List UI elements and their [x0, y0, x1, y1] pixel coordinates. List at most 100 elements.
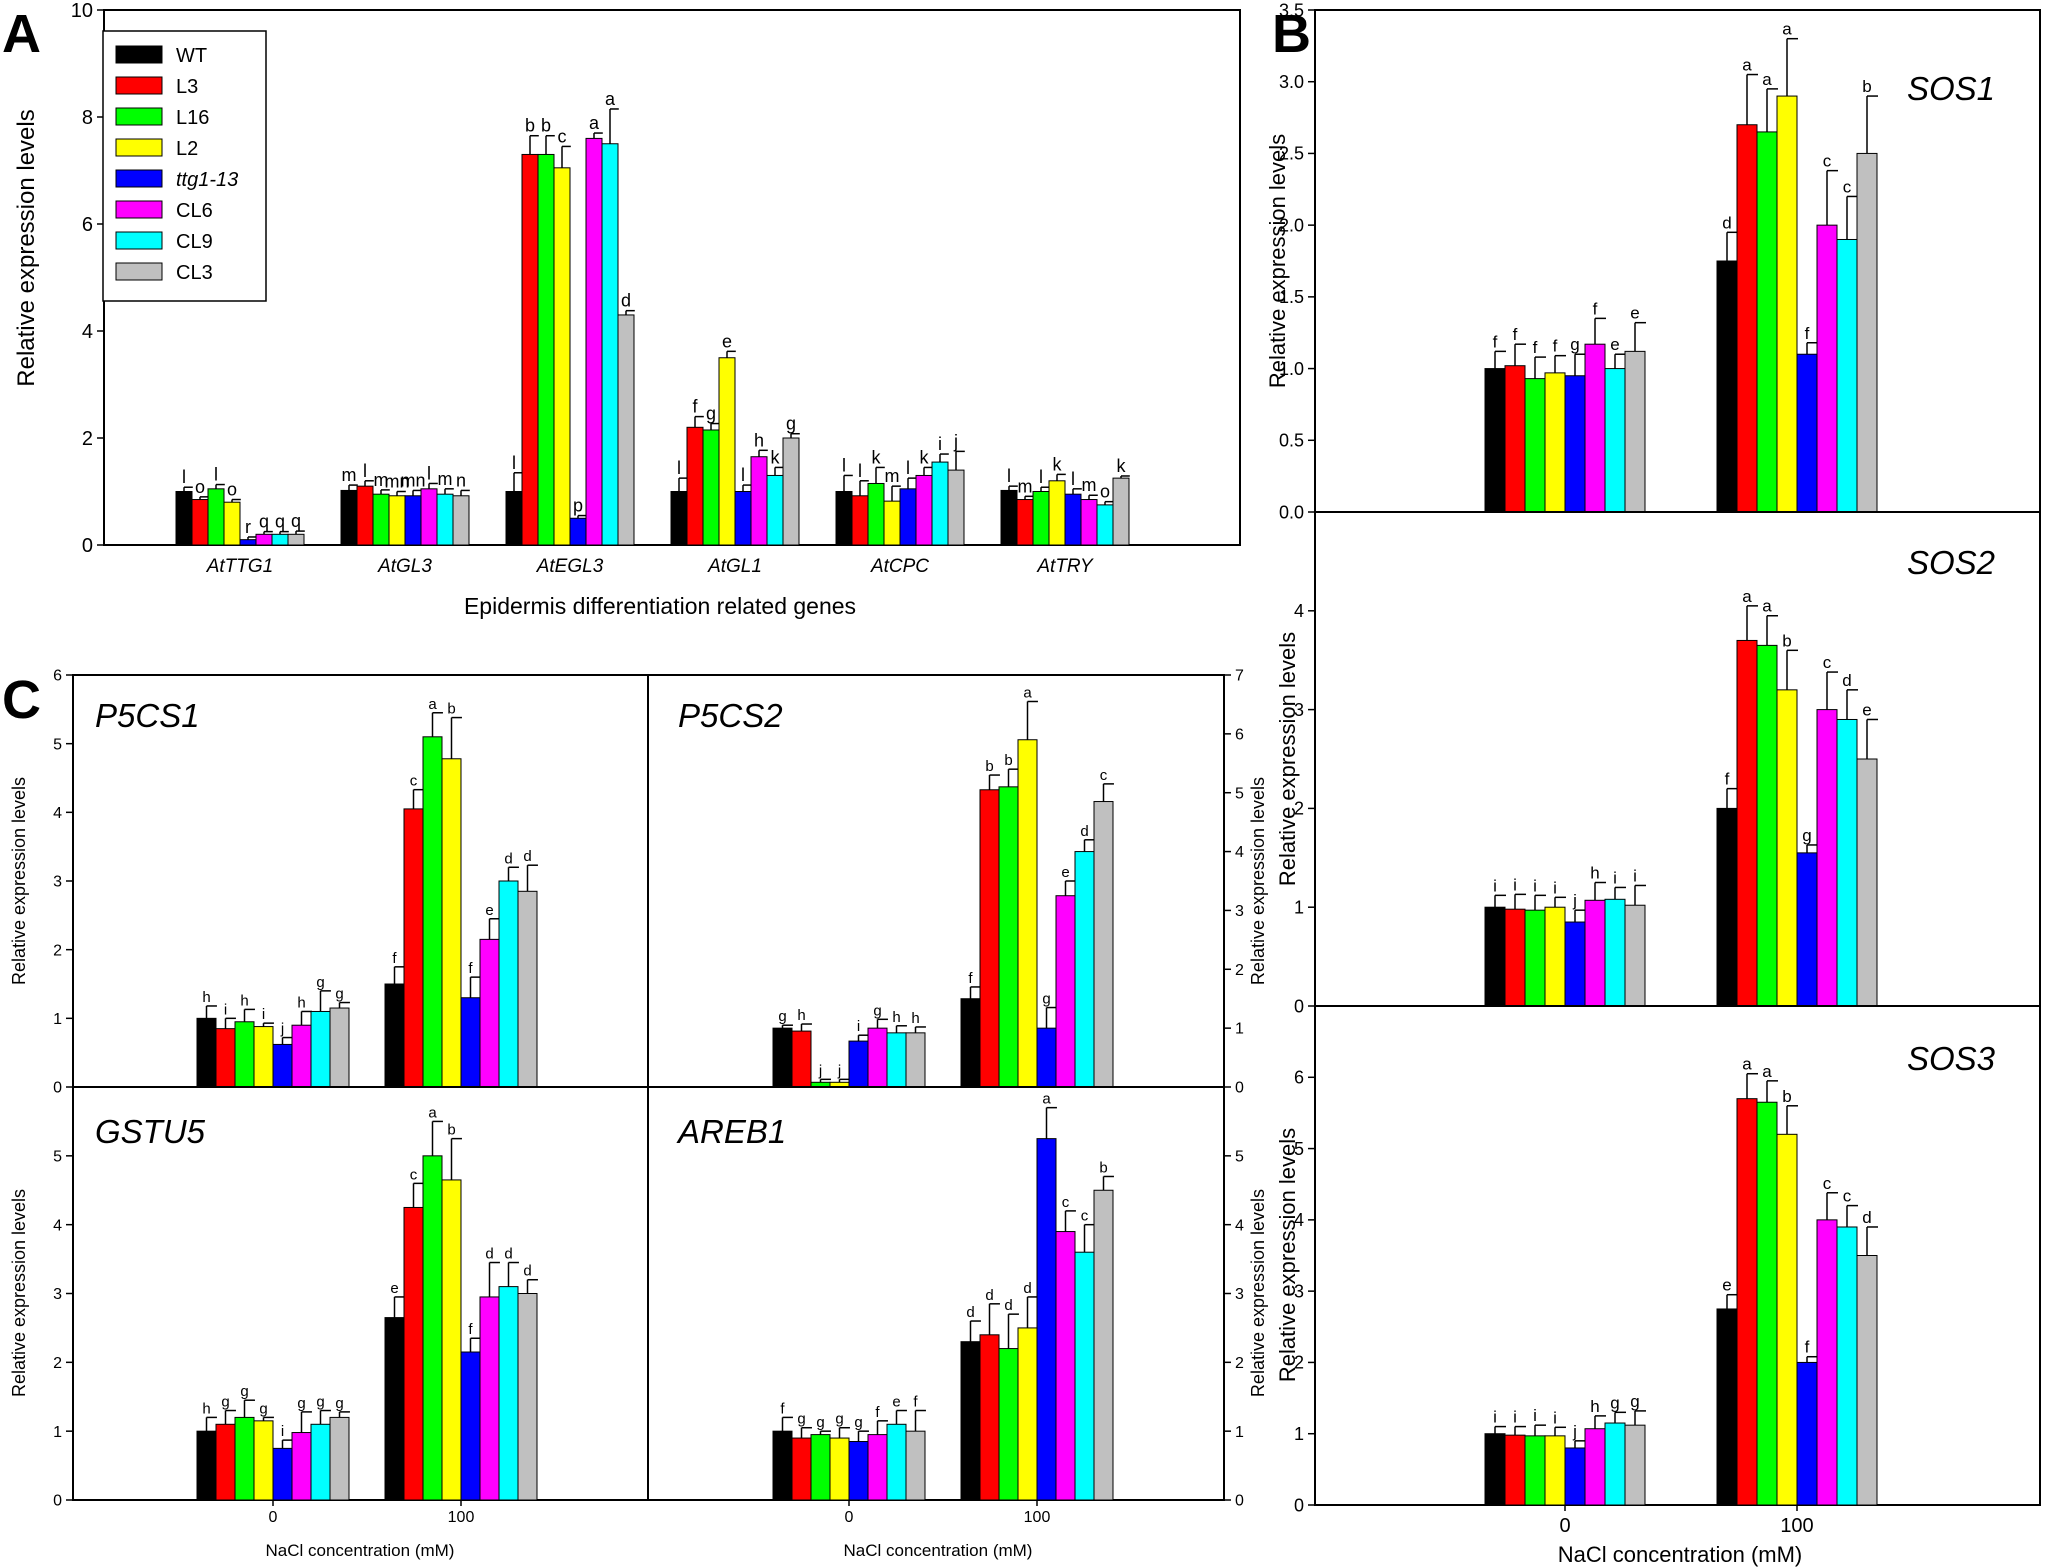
significance-letter: g: [1802, 826, 1811, 845]
y-tick-label: 7: [1235, 668, 1244, 685]
bar-wt-1: [960, 998, 981, 1088]
bar-wt-1: [340, 489, 358, 546]
legend-swatch: [115, 262, 163, 281]
significance-letter: a: [1742, 587, 1752, 606]
significance-letter: h: [1590, 1397, 1599, 1416]
significance-letter: o: [1100, 482, 1110, 502]
significance-letter: i: [938, 434, 942, 454]
bar-ttg1-13-1: [460, 997, 481, 1088]
significance-letter: k: [1053, 454, 1063, 474]
x-tick-label: 100: [448, 1509, 475, 1526]
significance-letter: g: [240, 1383, 248, 1400]
significance-letter: l: [906, 458, 910, 478]
x-tick-label: AtGL3: [377, 556, 432, 577]
bar-ttg1-13-4: [899, 488, 917, 546]
significance-letter: h: [911, 1010, 919, 1027]
significance-letter: g: [873, 1002, 881, 1019]
significance-letter: b: [1782, 1087, 1791, 1106]
significance-letter: h: [1590, 864, 1599, 883]
bar-ttg1-13-5: [1064, 493, 1082, 546]
bar-cl9-1: [1074, 1251, 1095, 1501]
y-tick-label: 0: [82, 535, 93, 557]
significance-letter: r: [245, 517, 251, 537]
y-tick-label: 3.0: [1279, 72, 1304, 92]
bar-cl9-5: [1096, 504, 1114, 546]
bar-cl6-1: [1816, 224, 1838, 513]
bar-cl3-3: [782, 437, 800, 546]
y-tick-label: 0.5: [1279, 431, 1304, 451]
bar-l16-0: [1524, 378, 1546, 513]
bar-cl3-1: [1856, 758, 1878, 1007]
bar-cl3-0: [905, 1032, 926, 1088]
bar-cl6-2: [585, 137, 603, 546]
y-tick-label: 1: [1294, 898, 1304, 918]
significance-letter: h: [240, 992, 248, 1009]
significance-letter: a: [1782, 20, 1792, 39]
y-tick-label: 1: [1235, 1021, 1244, 1038]
significance-letter: c: [1843, 177, 1852, 196]
significance-letter: k: [771, 447, 781, 467]
significance-letter: e: [1722, 1276, 1731, 1295]
significance-letter: m: [885, 466, 900, 486]
significance-letter: m: [1018, 476, 1033, 496]
bar-cl9-1: [1836, 238, 1858, 513]
significance-letter: a: [589, 113, 600, 133]
bar-cl9-0: [1604, 1422, 1626, 1506]
bar-l16-1: [422, 736, 443, 1088]
significance-letter: c: [1081, 1208, 1089, 1225]
x-tick-label: AtTRY: [1036, 556, 1094, 577]
y-tick-label: 4: [53, 1217, 62, 1234]
bar-cl9-0: [1604, 368, 1626, 513]
significance-letter: l: [363, 461, 367, 481]
significance-letter: l: [1039, 467, 1043, 487]
bar-l3-0: [191, 499, 209, 546]
bar-l2-1: [441, 758, 462, 1088]
significance-letter: b: [541, 116, 551, 136]
significance-letter: q: [275, 512, 285, 532]
bar-l16-1: [998, 1348, 1019, 1501]
y-tick-label: 5: [1235, 1148, 1244, 1165]
x-tick-label: 0: [1559, 1515, 1570, 1537]
panel-label-a: A: [2, 4, 41, 64]
bar-l2-1: [1017, 739, 1038, 1088]
y-tick-label: 0.0: [1279, 502, 1304, 522]
y-tick-label: 4: [1235, 1217, 1244, 1234]
y-tick-label: 2: [53, 942, 62, 959]
bar-l3-0: [215, 1423, 236, 1501]
y-tick-label: 0: [1294, 1495, 1304, 1515]
significance-letter: j: [818, 1062, 822, 1079]
bar-wt-1: [960, 1341, 981, 1501]
bar-ttg1-13-1: [460, 1351, 481, 1501]
bar-cl3-1: [1093, 1189, 1114, 1501]
significance-letter: f: [968, 970, 973, 987]
significance-letter: f: [392, 950, 397, 967]
significance-letter: e: [1061, 864, 1069, 881]
bar-l2-0: [253, 1420, 274, 1501]
bar-wt-0: [1484, 368, 1506, 513]
y-tick-label: 6: [82, 214, 93, 236]
bar-cl3-0: [1624, 350, 1646, 513]
y-tick-label: 4: [82, 321, 93, 343]
bar-ttg1-13-0: [848, 1440, 869, 1501]
bar-wt-0: [772, 1027, 793, 1088]
bar-l2-0: [253, 1026, 274, 1088]
significance-letter: b: [1782, 631, 1791, 650]
x-axis-label: NaCl concentration (mM): [1558, 1542, 1803, 1567]
bar-l16-5: [1032, 491, 1050, 546]
significance-letter: d: [1004, 1297, 1012, 1314]
bar-l3-5: [1016, 499, 1034, 546]
plot-frame: [1314, 1005, 2041, 1506]
y-axis-label: Relative expression levels: [9, 777, 29, 985]
y-tick-label: 5: [53, 736, 62, 753]
bar-l16-0: [1524, 1435, 1546, 1506]
significance-letter: i: [1493, 1408, 1497, 1427]
legend-label: L3: [176, 76, 198, 98]
bar-cl9-0: [886, 1423, 907, 1501]
bar-wt-0: [1484, 1433, 1506, 1506]
significance-letter: d: [621, 291, 631, 311]
significance-letter: n: [456, 470, 466, 490]
x-tick-label: AtGL1: [707, 556, 762, 577]
